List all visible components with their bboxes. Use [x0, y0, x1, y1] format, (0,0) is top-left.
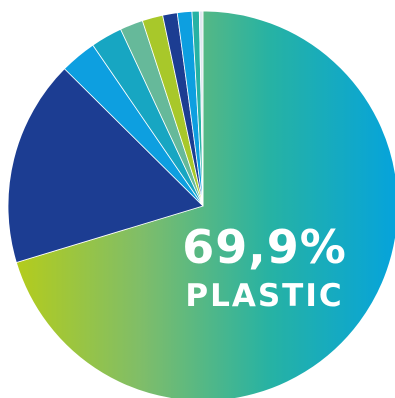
pie-slice	[15, 10, 395, 398]
pie-slice	[198, 10, 204, 207]
slice-name-label: PLASTIC	[185, 278, 344, 314]
slice-percent-label: 69,9%	[182, 220, 347, 274]
pie-slice	[7, 68, 204, 263]
